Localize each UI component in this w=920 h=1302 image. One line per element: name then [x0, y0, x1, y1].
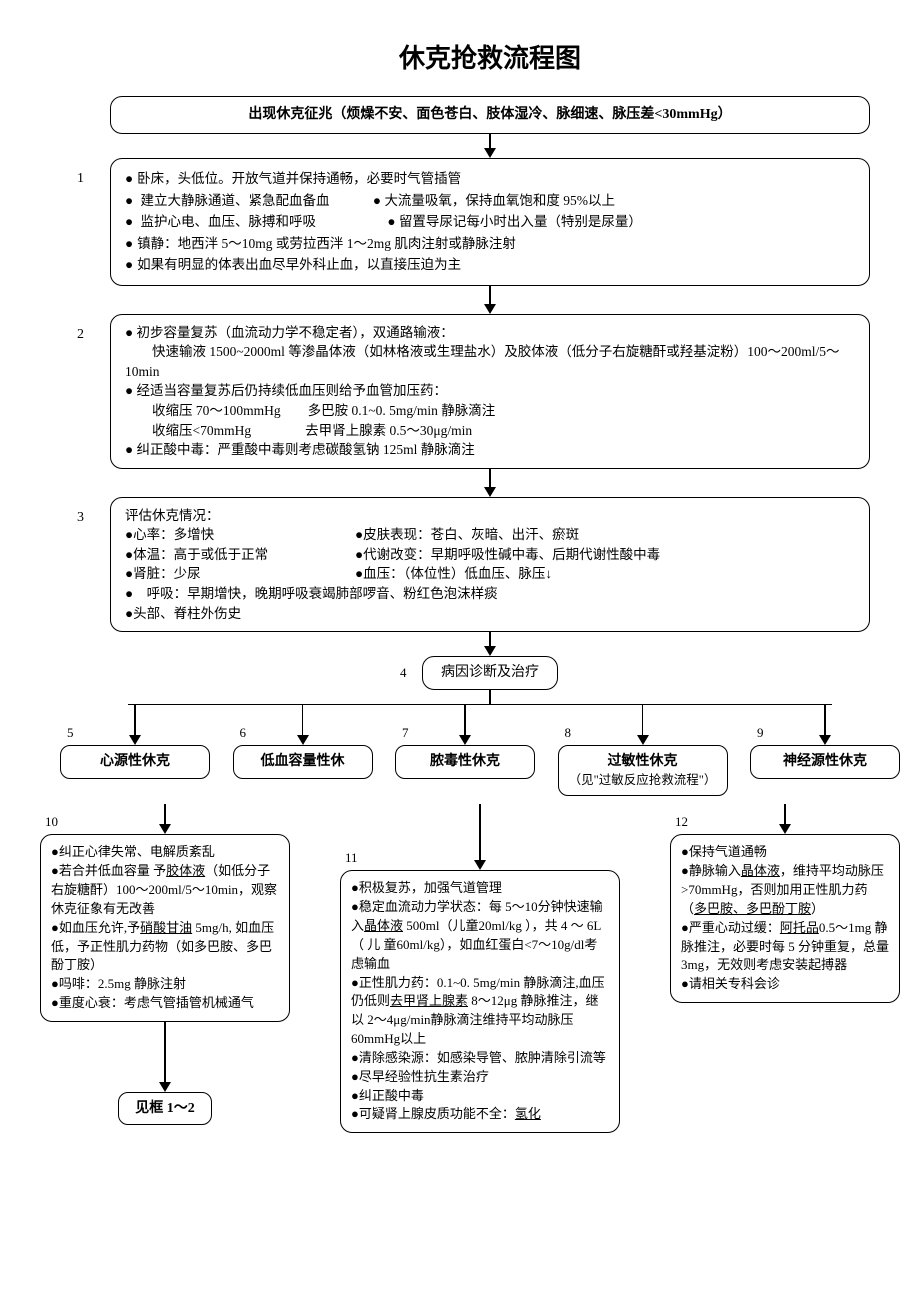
t11-l4: ●清除感染源：如感染导管、脓肿清除引流等	[351, 1049, 609, 1068]
b3-l4: ● 呼吸：早期增快，晚期呼吸衰竭肺部啰音、粉红色泡沫样痰	[125, 584, 855, 604]
t11-l3: ●正性肌力药：0.1~0. 5mg/min 静脉滴注,血压仍低则去甲肾上腺素 8…	[351, 974, 609, 1049]
treatment-row: 10 ●纠正心律失常、电解质紊乱 ●若合并低血容量 予胶体液（如低分子右旋糖酐）…	[40, 804, 900, 1133]
box-trigger: 出现休克征兆（烦燥不安、面色苍白、肢体湿冷、脉细速、脉压差<30mmHg）	[110, 96, 870, 134]
b4-text: 病因诊断及治疗	[441, 665, 539, 680]
treat-septic: 11 ●积极复苏，加强气道管理 ●稳定血流动力学状态：每 5～10分钟快速输入晶…	[340, 870, 620, 1133]
b1-li3: 监护心电、血压、脉搏和呼吸 ● 留置导尿记每小时出入量（特别是尿量）	[125, 212, 855, 232]
label-4: 4	[400, 664, 407, 682]
label-1: 1	[77, 169, 84, 189]
b3-l1b: 皮肤表现：苍白、灰暗、出汗、瘀斑	[363, 527, 579, 542]
label-9: 9	[757, 724, 764, 742]
t11-l5: ●尽早经验性抗生素治疗	[351, 1068, 609, 1087]
see-box: 见框 1～2	[118, 1092, 212, 1126]
b1-li2a: 建立大静脉通道、紧急配血备血	[141, 193, 330, 208]
b3-l5: ●头部、脊柱外伤史	[125, 604, 855, 624]
label-10: 10	[45, 813, 58, 832]
b1-li5: 如果有明显的体表出血尽早外科止血，以直接压迫为主	[125, 255, 855, 275]
t10-l3: ●如血压允许,予硝酸甘油 5mg/h, 如血压低，予正性肌力药物（如多巴胺、多巴…	[51, 919, 279, 976]
treat-neurogenic: 12 ●保持气道通畅 ●静脉输入晶体液，维持平均动脉压>70mmHg，否则加用正…	[670, 834, 900, 1003]
label-8: 8	[565, 724, 572, 742]
label-12: 12	[675, 813, 688, 832]
t12-l4: ●请相关专科会诊	[681, 975, 889, 994]
b3-l3b: 血压：（体位性）低血压、脉压↓	[363, 566, 552, 581]
box0-text: 出现休克征兆（烦燥不安、面色苍白、肢体湿冷、脉细速、脉压差<30mmHg）	[248, 107, 731, 122]
b3-head: 评估休克情况：	[125, 506, 855, 526]
label-6: 6	[240, 724, 247, 742]
t10-l4: ●吗啡：2.5mg 静脉注射	[51, 975, 279, 994]
b2-l2: ● 经适当容量复苏后仍持续低血压则给予血管加压药：	[125, 381, 855, 401]
cat-cardiogenic: 5 心源性休克	[60, 745, 210, 779]
cat-hypovolemic: 6 低血容量性休	[233, 745, 373, 779]
b1-li1: 卧床，头低位。开放气道并保持通畅，必要时气管插管	[125, 169, 855, 189]
page-title: 休克抢救流程图	[100, 40, 880, 76]
box-resuscitation: 2 ● 初步容量复苏（血流动力学不稳定者），双通路输液： 快速输液 1500~2…	[110, 314, 870, 469]
label-7: 7	[402, 724, 409, 742]
t11-l2: ●稳定血流动力学状态：每 5～10分钟快速输入晶体液 500ml（儿童20ml/…	[351, 898, 609, 973]
cat-neurogenic: 9 神经源性休克	[750, 745, 900, 779]
label-2: 2	[77, 325, 84, 345]
t11-l6: ●纠正酸中毒	[351, 1087, 609, 1106]
box-initial-measures: 1 卧床，头低位。开放气道并保持通畅，必要时气管插管 建立大静脉通道、紧急配血备…	[110, 158, 870, 286]
label-3: 3	[77, 508, 84, 528]
b3-l2b: 代谢改变：早期呼吸性碱中毒、后期代谢性酸中毒	[363, 547, 660, 562]
cat-anaphylactic: 8 过敏性休克 （见"过敏反应抢救流程"）	[558, 745, 728, 796]
box-diagnosis: 病因诊断及治疗	[422, 656, 558, 690]
t11-l7: ●可疑肾上腺皮质功能不全：氢化	[351, 1105, 609, 1124]
b1-li3b: 留置导尿记每小时出入量（特别是尿量）	[399, 214, 642, 229]
connector-3-4	[100, 632, 880, 656]
b1-li2b: 大流量吸氧，保持血氧饱和度 95%以上	[384, 193, 615, 208]
treat-cardiogenic: 10 ●纠正心律失常、电解质紊乱 ●若合并低血容量 予胶体液（如低分子右旋糖酐）…	[40, 834, 290, 1022]
b2-l1b: 快速输液 1500~2000ml 等渗晶体液（如林格液或生理盐水）及胶体液（低分…	[125, 342, 855, 381]
b1-li2: 建立大静脉通道、紧急配血备血 ● 大流量吸氧，保持血氧饱和度 95%以上	[125, 191, 855, 211]
b3-l1a: 心率：多增快	[133, 527, 214, 542]
b2-l3: ● 纠正酸中毒：严重酸中毒则考虑碳酸氢钠 125ml 静脉滴注	[125, 440, 855, 460]
t10-l1: ●纠正心律失常、电解质紊乱	[51, 843, 279, 862]
b1-li4: 镇静：地西泮 5～10mg 或劳拉西泮 1～2mg 肌肉注射或静脉注射	[125, 234, 855, 254]
box-assess: 3 评估休克情况： ●心率：多增快 ●皮肤表现：苍白、灰暗、出汗、瘀斑 ●体温：…	[110, 497, 870, 632]
connector-0-1	[100, 134, 880, 158]
b3-l3a: 肾脏：少尿	[133, 566, 201, 581]
b1-li3a: 监护心电、血压、脉搏和呼吸	[141, 214, 317, 229]
b3-l2a: 体温：高于或低于正常	[133, 547, 268, 562]
label-11: 11	[345, 849, 358, 868]
b2-l2b: 收缩压 70～100mmHg 多巴胺 0.1~0. 5mg/min 静脉滴注	[125, 401, 855, 421]
label-5: 5	[67, 724, 74, 742]
branch-row: 5 心源性休克 6 低血容量性休 7 脓毒性休克 8 过敏性休克 （见"过敏反应…	[60, 705, 900, 796]
t12-l1: ●保持气道通畅	[681, 843, 889, 862]
connector-2-3	[100, 469, 880, 497]
t12-l2: ●静脉输入晶体液，维持平均动脉压>70mmHg，否则加用正性肌力药（多巴胺、多巴…	[681, 862, 889, 919]
connector-1-2	[100, 286, 880, 314]
t10-l5: ●重度心衰：考虑气管插管机械通气	[51, 994, 279, 1013]
t10-l2: ●若合并低血容量 予胶体液（如低分子右旋糖酐）100～200ml/5～10min…	[51, 862, 279, 919]
t12-l3: ●严重心动过缓：阿托品0.5～1mg 静脉推注，必要时每 5 分钟重复，总量 3…	[681, 919, 889, 976]
connector-4-branch	[100, 690, 880, 704]
b2-l1: ● 初步容量复苏（血流动力学不稳定者），双通路输液：	[125, 323, 855, 343]
t11-l1: ●积极复苏，加强气道管理	[351, 879, 609, 898]
cat-septic: 7 脓毒性休克	[395, 745, 535, 779]
branch-hline-wrap	[100, 704, 880, 706]
b2-l2c: 收缩压<70mmHg 去甲肾上腺素 0.5～30μg/min	[125, 421, 855, 441]
